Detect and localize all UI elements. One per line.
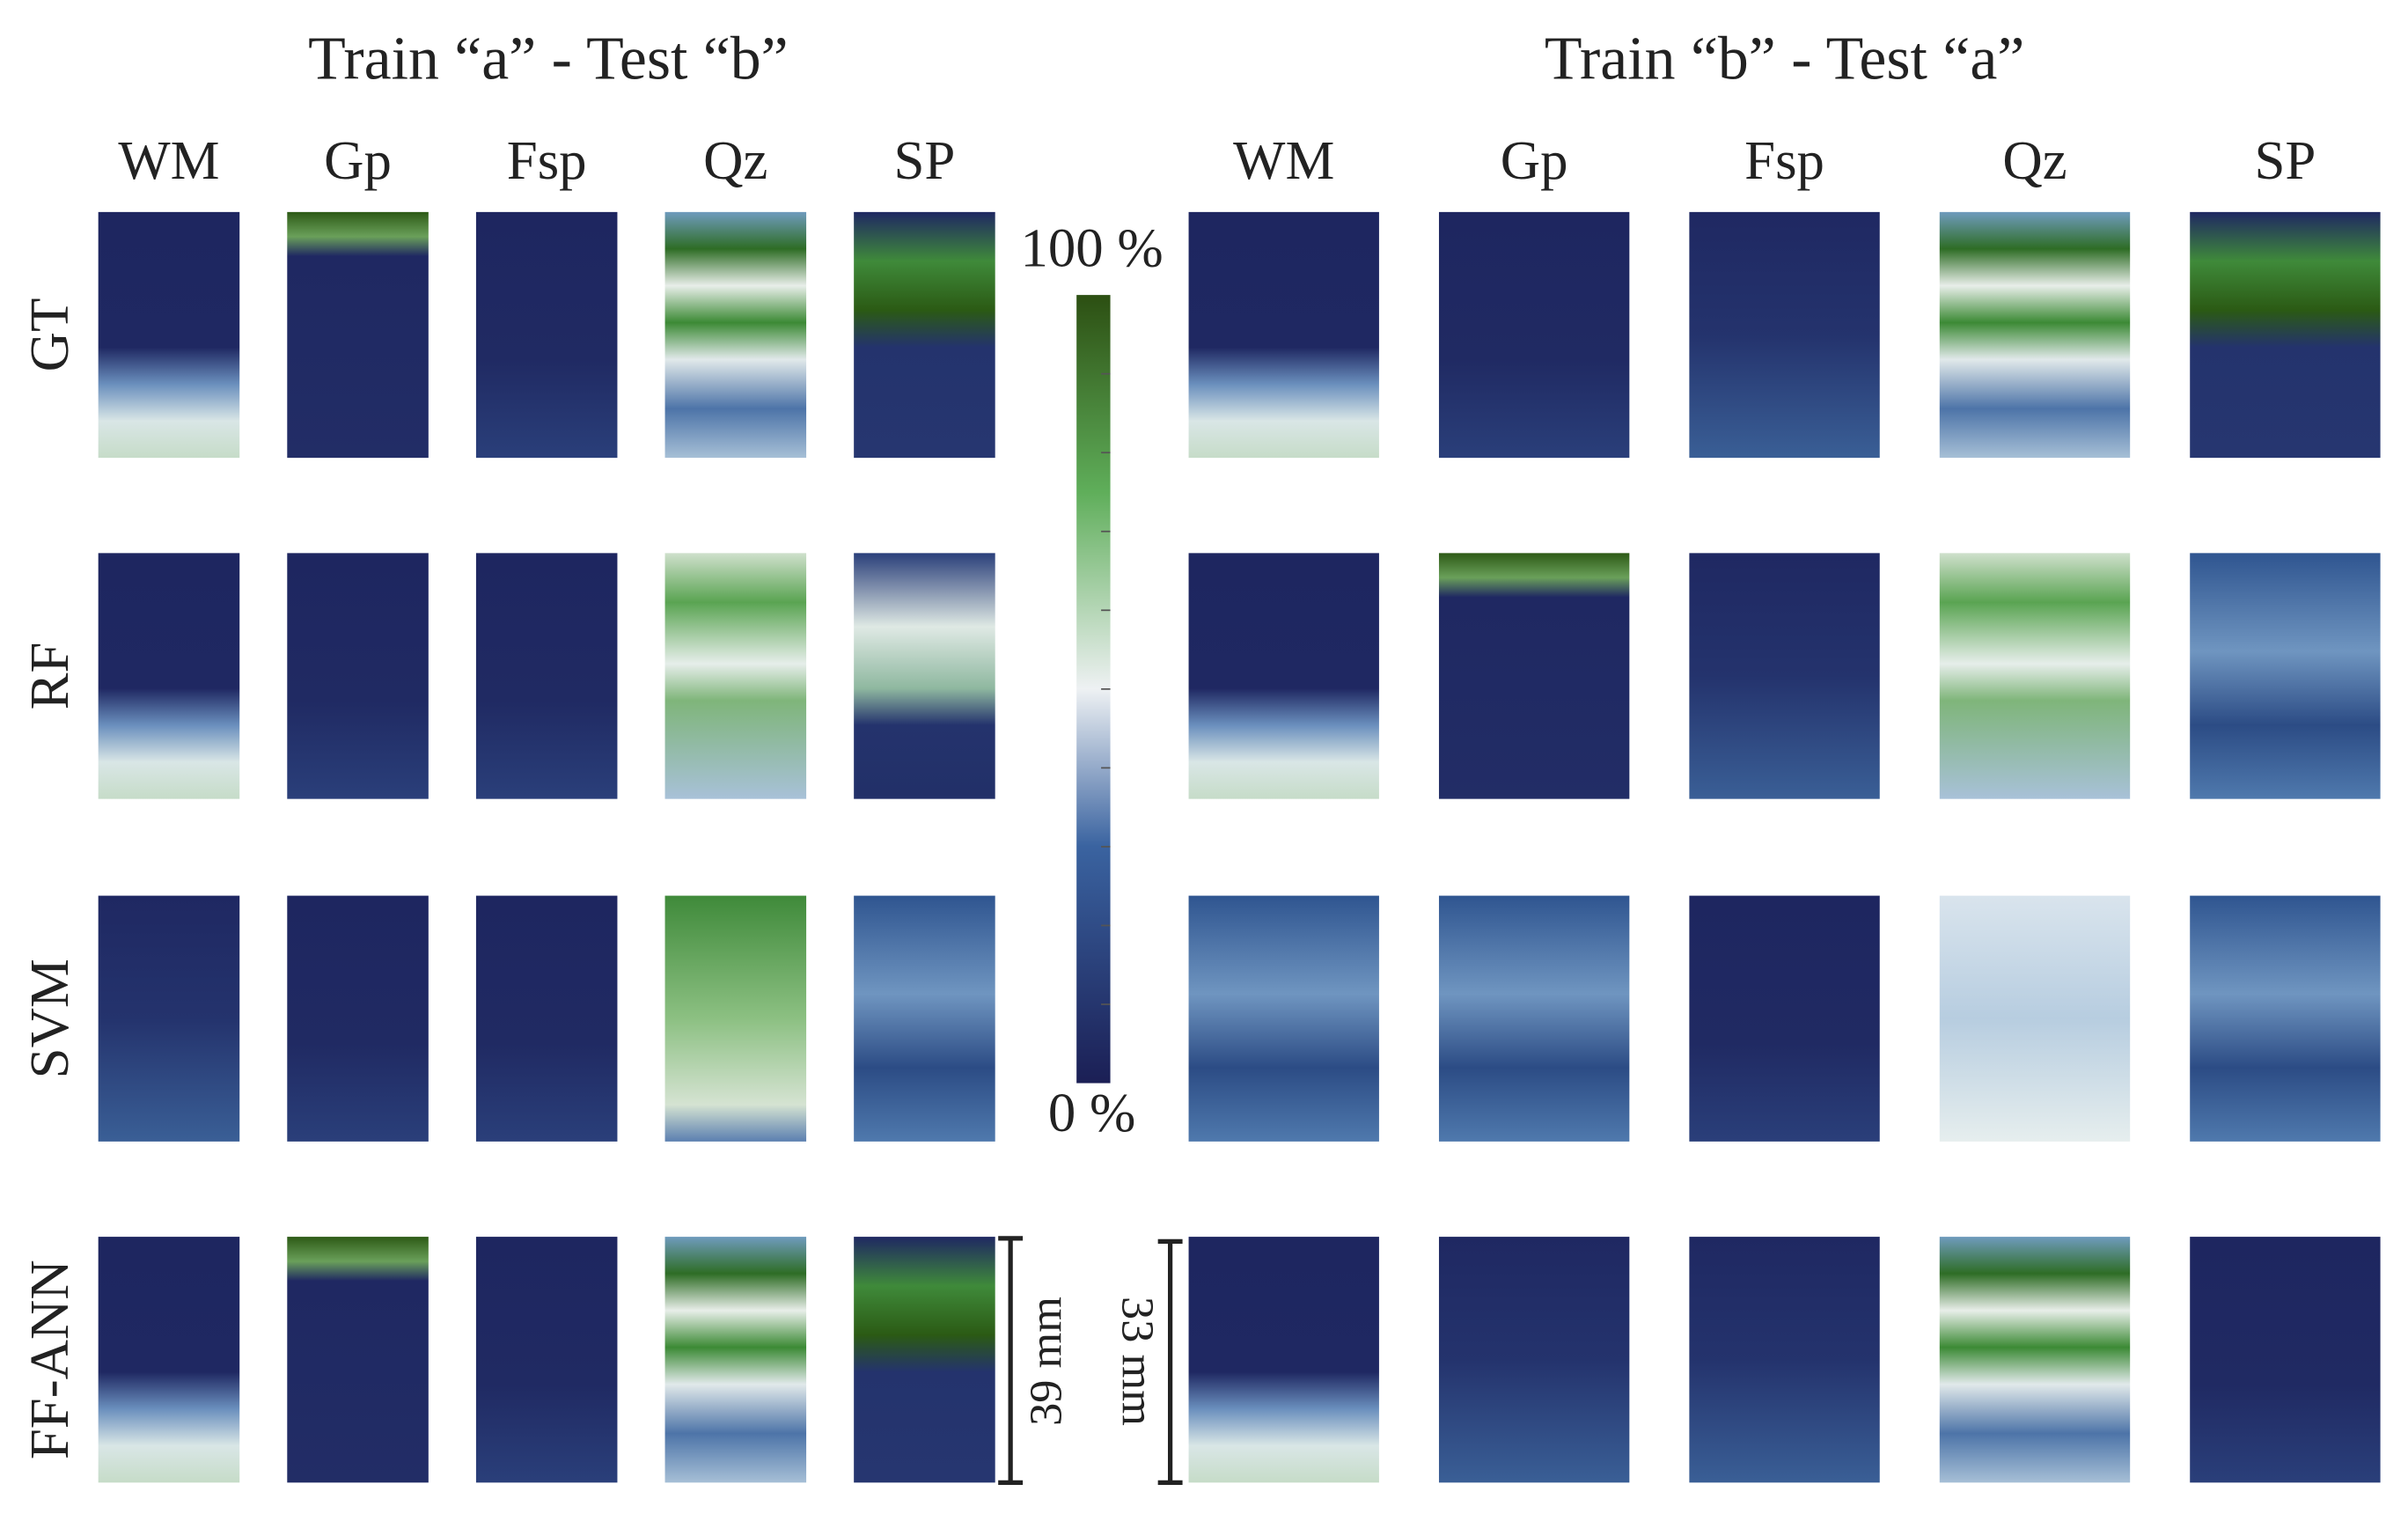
map-panel xyxy=(1438,895,1630,1142)
row-label: RF xyxy=(18,643,80,710)
map-panel xyxy=(2190,895,2381,1142)
scale-bar-label: 39 mm xyxy=(1021,1297,1072,1426)
map-panel xyxy=(664,211,807,459)
map-panel xyxy=(2190,211,2381,459)
map-panel xyxy=(1689,1237,1880,1483)
map-panel xyxy=(1939,1237,2131,1483)
map-panel xyxy=(98,553,240,799)
row-label: GT xyxy=(18,298,80,372)
map-panel xyxy=(1689,553,1880,799)
map-panel xyxy=(2190,1237,2381,1483)
map-panel xyxy=(664,895,807,1142)
column-label: WM xyxy=(1233,129,1334,191)
map-panel xyxy=(854,895,995,1142)
map-panel xyxy=(1188,211,1379,459)
column-label: Gp xyxy=(1501,129,1568,191)
map-panel xyxy=(287,895,429,1142)
map-panel xyxy=(1188,895,1379,1142)
map-panel xyxy=(1438,1237,1630,1483)
map-panel xyxy=(664,553,807,799)
map-panel xyxy=(2190,553,2381,799)
map-panel xyxy=(1188,1237,1379,1483)
map-panel xyxy=(1939,895,2131,1142)
scale-bar xyxy=(1157,1238,1183,1485)
column-label: WM xyxy=(118,129,219,191)
column-label: Fsp xyxy=(507,129,587,191)
map-panel xyxy=(664,1237,807,1483)
scale-bar xyxy=(998,1236,1024,1485)
map-panel xyxy=(475,211,618,459)
map-panel xyxy=(1939,211,2131,459)
map-panel xyxy=(98,1237,240,1483)
map-panel xyxy=(1438,211,1630,459)
map-panel xyxy=(475,1237,618,1483)
map-panel xyxy=(287,553,429,799)
map-panel xyxy=(475,553,618,799)
map-panel xyxy=(287,1237,429,1483)
colorbar-min-label: 0 % xyxy=(1048,1082,1135,1143)
map-panel xyxy=(475,895,618,1142)
map-panel xyxy=(1689,211,1880,459)
map-panel xyxy=(98,895,240,1142)
row-label: SVM xyxy=(18,959,80,1078)
column-label: Qz xyxy=(703,129,767,191)
map-panel xyxy=(1188,553,1379,799)
map-panel xyxy=(287,211,429,459)
scale-bar-label: 33 mm xyxy=(1112,1297,1164,1426)
group-title: Train “b” - Test “a” xyxy=(1545,25,2024,92)
map-panel xyxy=(854,1237,995,1483)
group-title: Train “a” - Test “b” xyxy=(308,25,788,92)
column-label: Qz xyxy=(2002,129,2067,191)
map-panel xyxy=(854,553,995,799)
column-label: SP xyxy=(2254,129,2316,191)
column-label: SP xyxy=(893,129,955,191)
column-label: Gp xyxy=(324,129,392,191)
map-panel xyxy=(854,211,995,459)
column-label: Fsp xyxy=(1744,129,1824,191)
map-panel xyxy=(98,211,240,459)
map-panel xyxy=(1438,553,1630,799)
row-label: FF-ANN xyxy=(18,1260,80,1459)
colorbar-max-label: 100 % xyxy=(1021,217,1164,278)
map-panel xyxy=(1689,895,1880,1142)
map-panel xyxy=(1939,553,2131,799)
